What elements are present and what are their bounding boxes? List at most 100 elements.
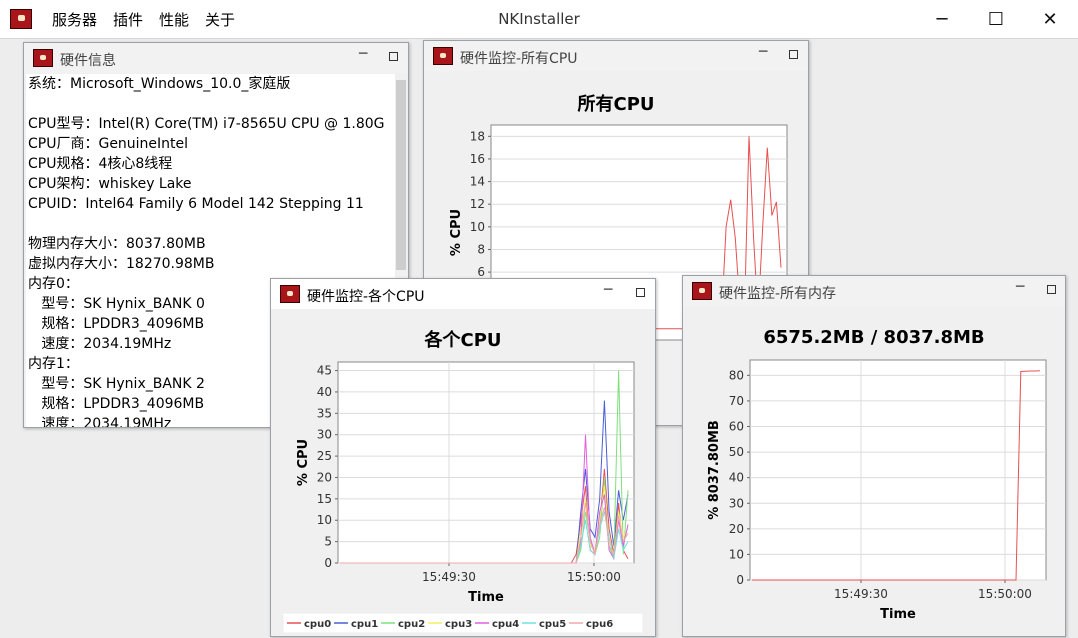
each-cpu-chart: 各个CPU 0 5 10 15 20 25 30 35 40 45 15:49:30 15:50:00%… (282, 329, 644, 634)
info-line (26, 94, 404, 114)
minimize-button[interactable]: ─ (915, 0, 969, 38)
y-tick-label: 0 (324, 556, 332, 570)
legend-entry: cpu4 (492, 619, 519, 630)
y-tick-label: 12 (470, 197, 485, 211)
hardware-info-text: 系统：Microsoft_Windows_10.0_家庭版 CPU型号：Inte… (26, 74, 404, 428)
legend-entry: cpu2 (398, 619, 425, 630)
x-tick-label: 15:49:30 (422, 570, 476, 584)
frame-minimize-icon[interactable]: ─ (1016, 279, 1025, 295)
chart-title: 6575.2MB / 8037.8MB (763, 327, 984, 348)
frame-logo-icon (280, 285, 300, 303)
y-tick-label: 20 (317, 470, 332, 484)
all-cpu-frame-header[interactable]: 硬件监控-所有CPU ─ (424, 41, 808, 71)
y-tick-label: 60 (729, 420, 744, 434)
info-line: CPU规格：4核心8线程 (28, 156, 173, 172)
plot-area (749, 359, 1047, 581)
y-tick-label: 10 (729, 547, 744, 561)
frame-title: 硬件信息 (60, 53, 116, 69)
menu-item-server[interactable]: 服务器 (52, 10, 98, 29)
x-axis-label: Time (880, 607, 916, 622)
info-line: CPU型号：Intel(R) Core(TM) i7-8565U CPU @ 1… (28, 116, 385, 132)
y-tick-label: 50 (729, 445, 744, 459)
y-axis-label: % CPU (296, 439, 311, 486)
info-line: 速度：2034.19MHz (28, 336, 172, 352)
menu-item-performance[interactable]: 性能 (159, 10, 190, 29)
menu-item-plugins[interactable]: 插件 (113, 10, 144, 29)
y-tick-label: 10 (317, 513, 332, 527)
app-title: NKInstaller (498, 10, 580, 28)
frame-title: 硬件监控-所有CPU (460, 51, 578, 67)
info-line: 型号：SK Hynix_BANK 0 (28, 296, 205, 312)
chart-title: 所有CPU (577, 93, 654, 115)
x-tick-label: 15:49:30 (834, 587, 888, 601)
frame-minimize-icon[interactable]: ─ (359, 46, 368, 62)
series-line-0 (752, 370, 1041, 581)
frame-logo-icon (433, 47, 453, 65)
info-line: 速度：2034.19MHz (28, 416, 172, 428)
close-button[interactable]: ✕ (1023, 0, 1077, 38)
y-tick-label: 40 (729, 471, 744, 485)
scrollbar-thumb[interactable] (396, 80, 406, 270)
maximize-icon: ☐ (987, 8, 1005, 30)
y-tick-label: 5 (324, 535, 332, 549)
legend-entry: cpu0 (304, 619, 331, 630)
legend-entry: cpu3 (445, 619, 472, 630)
info-line (26, 214, 404, 234)
each-cpu-frame-header[interactable]: 硬件监控-各个CPU ─ (271, 279, 655, 309)
chart-title: 各个CPU (423, 329, 501, 351)
y-tick-label: 30 (317, 428, 332, 442)
y-tick-label: 18 (470, 129, 485, 143)
maximize-button[interactable]: ☐ (969, 0, 1023, 38)
legend (282, 612, 644, 634)
legend-entry: cpu6 (586, 619, 613, 630)
memory-frame: 硬件监控-所有内存 ─ 6575.2MB / 8037.8MB 0 10 20 30 40… (682, 275, 1066, 637)
hardware-info-frame-header[interactable]: 硬件信息 ─ (24, 43, 408, 73)
frame-maximize-icon[interactable] (1047, 285, 1056, 294)
info-line: CPUID：Intel64 Family 6 Model 142 Steppin… (28, 196, 364, 212)
info-line: CPU厂商：GenuineIntel (28, 136, 189, 152)
legend-entry: cpu5 (539, 619, 566, 630)
info-line: 内存0： (28, 276, 79, 292)
y-tick-label: 35 (317, 406, 332, 420)
info-line: 型号：SK Hynix_BANK 2 (28, 376, 205, 392)
info-line: 物理内存大小：8037.80MB (28, 236, 206, 252)
info-line: CPU架构：whiskey Lake (28, 176, 192, 192)
frame-maximize-icon[interactable] (389, 52, 398, 61)
minimize-icon: ─ (936, 8, 948, 30)
frame-maximize-icon[interactable] (636, 288, 645, 297)
hardware-info-frame: 硬件信息 ─ 系统：Microsoft_Windows_10.0_家庭版 CPU… (23, 42, 409, 428)
y-tick-label: 16 (470, 152, 485, 166)
y-tick-label: 25 (317, 449, 332, 463)
y-tick-label: 30 (729, 496, 744, 510)
y-tick-label: 45 (317, 364, 332, 378)
app-logo-icon (10, 9, 32, 29)
series-line-cpu6 (340, 503, 629, 564)
x-axis-label: Time (468, 590, 504, 605)
frame-maximize-icon[interactable] (789, 50, 798, 59)
y-tick-label: 14 (470, 175, 485, 189)
frame-title: 硬件监控-各个CPU (307, 289, 425, 305)
y-tick-label: 10 (470, 220, 485, 234)
menu-bar: 服务器 插件 性能 关于 (44, 0, 243, 38)
legend-entry: cpu1 (351, 619, 378, 630)
menu-item-about[interactable]: 关于 (205, 10, 236, 29)
y-axis-label: % CPU (449, 209, 464, 256)
frame-minimize-icon[interactable]: ─ (759, 44, 768, 60)
y-tick-label: 0 (736, 573, 744, 587)
y-tick-label: 6 (477, 265, 485, 279)
app-titlebar: 服务器 插件 性能 关于 NKInstaller ─ ☐ ✕ (0, 0, 1078, 38)
info-line: 内存1： (28, 356, 79, 372)
info-line: 规格：LPDDR3_4096MB (28, 396, 205, 412)
y-tick-label: 40 (317, 385, 332, 399)
frame-logo-icon (33, 49, 53, 67)
y-tick-label: 15 (317, 492, 332, 506)
x-tick-label: 15:50:00 (978, 587, 1032, 601)
memory-frame-header[interactable]: 硬件监控-所有内存 ─ (683, 276, 1065, 306)
each-cpu-frame: 硬件监控-各个CPU ─ 各个CPU 0 5 10 15 20 25 30 35 40 45 15:4… (270, 278, 656, 637)
y-tick-label: 20 (729, 522, 744, 536)
close-icon: ✕ (1042, 8, 1058, 30)
frame-title: 硬件监控-所有内存 (719, 286, 837, 302)
info-line: 规格：LPDDR3_4096MB (28, 316, 205, 332)
y-tick-label: 80 (729, 368, 744, 382)
frame-minimize-icon[interactable]: ─ (604, 282, 613, 298)
